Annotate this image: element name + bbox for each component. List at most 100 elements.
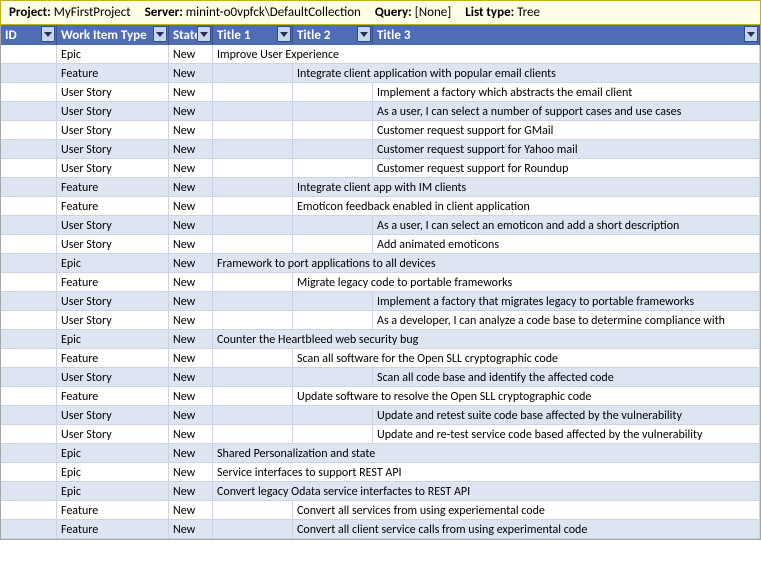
cell-id — [1, 159, 57, 178]
work-item-grid: ID Work Item Type State Title 1 Title 2 … — [0, 25, 761, 540]
cell-work-item-type: User Story — [57, 102, 169, 121]
header-t1-label: Title 1 — [217, 28, 250, 43]
cell-title-1 — [213, 406, 293, 425]
cell-work-item-type: Feature — [57, 520, 169, 539]
cell-state: New — [169, 330, 213, 349]
cell-id — [1, 425, 57, 444]
filter-icon[interactable] — [41, 26, 55, 42]
cell-work-item-type: Feature — [57, 387, 169, 406]
cell-state: New — [169, 425, 213, 444]
filter-icon[interactable] — [277, 26, 291, 42]
cell-title-3: Update and retest suite code base affect… — [373, 406, 760, 425]
cell-title-2: Convert all services from using experiem… — [293, 501, 760, 520]
cell-title-1 — [213, 292, 293, 311]
table-row[interactable]: FeatureNewIntegrate client app with IM c… — [1, 178, 760, 197]
table-row[interactable]: User StoryNewScan all code base and iden… — [1, 368, 760, 387]
header-id[interactable]: ID — [1, 25, 57, 45]
cell-work-item-type: Epic — [57, 444, 169, 463]
cell-id — [1, 83, 57, 102]
cell-state: New — [169, 273, 213, 292]
table-row[interactable]: FeatureNewScan all software for the Open… — [1, 349, 760, 368]
cell-title-1 — [213, 159, 293, 178]
table-row[interactable]: User StoryNewAs a user, I can select a n… — [1, 102, 760, 121]
table-row[interactable]: EpicNewFramework to port applications to… — [1, 254, 760, 273]
table-row[interactable]: User StoryNewAs a developer, I can analy… — [1, 311, 760, 330]
cell-title-2 — [293, 235, 373, 254]
cell-title-1 — [213, 197, 293, 216]
header-work-item-type[interactable]: Work Item Type — [57, 25, 169, 45]
header-t3-label: Title 3 — [377, 28, 410, 43]
project-group: Project: MyFirstProject — [9, 5, 131, 20]
cell-title-2 — [293, 368, 373, 387]
cell-id — [1, 216, 57, 235]
cell-title-3: Customer request support for GMail — [373, 121, 760, 140]
cell-title-3: As a user, I can select a number of supp… — [373, 102, 760, 121]
cell-title-1: Counter the Heartbleed web security bug — [213, 330, 760, 349]
cell-title-1 — [213, 349, 293, 368]
table-row[interactable]: User StoryNewUpdate and retest suite cod… — [1, 406, 760, 425]
cell-id — [1, 197, 57, 216]
filter-icon[interactable] — [197, 26, 211, 42]
grid-header-row: ID Work Item Type State Title 1 Title 2 … — [1, 25, 760, 45]
table-row[interactable]: User StoryNewAdd animated emoticons — [1, 235, 760, 254]
cell-title-1 — [213, 425, 293, 444]
cell-id — [1, 482, 57, 501]
cell-id — [1, 45, 57, 64]
cell-work-item-type: Epic — [57, 482, 169, 501]
cell-id — [1, 64, 57, 83]
cell-id — [1, 501, 57, 520]
table-row[interactable]: User StoryNewCustomer request support fo… — [1, 140, 760, 159]
cell-work-item-type: User Story — [57, 311, 169, 330]
header-title-2[interactable]: Title 2 — [293, 25, 373, 45]
filter-icon[interactable] — [744, 26, 758, 42]
table-row[interactable]: FeatureNew Migrate legacy code to portabl… — [1, 273, 760, 292]
cell-id — [1, 102, 57, 121]
cell-state: New — [169, 64, 213, 83]
table-row[interactable]: EpicNewImprove User Experience — [1, 45, 760, 64]
table-row[interactable]: User StoryNewImplement a factory that mi… — [1, 292, 760, 311]
table-row[interactable]: EpicNewConvert legacy Odata service inte… — [1, 482, 760, 501]
cell-title-2 — [293, 102, 373, 121]
table-row[interactable]: User StoryNewCustomer request support fo… — [1, 159, 760, 178]
filter-icon[interactable] — [357, 26, 371, 42]
table-row[interactable]: FeatureNewEmoticon feedback enabled in c… — [1, 197, 760, 216]
cell-title-2 — [293, 121, 373, 140]
header-id-label: ID — [5, 28, 17, 43]
cell-title-2: Migrate legacy code to portable framewor… — [293, 273, 760, 292]
cell-title-3: Customer request support for Yahoo mail — [373, 140, 760, 159]
cell-title-2 — [293, 292, 373, 311]
cell-title-1 — [213, 216, 293, 235]
table-row[interactable]: User StoryNewImplement a factory which a… — [1, 83, 760, 102]
cell-title-1 — [213, 83, 293, 102]
filter-icon[interactable] — [153, 26, 167, 42]
table-row[interactable]: User StoryNewAs a user, I can select an … — [1, 216, 760, 235]
grid-body: EpicNewImprove User ExperienceFeatureNew… — [1, 45, 760, 539]
table-row[interactable]: User StoryNewUpdate and re-test service … — [1, 425, 760, 444]
cell-work-item-type: Feature — [57, 273, 169, 292]
header-title-3[interactable]: Title 3 — [373, 25, 760, 45]
cell-id — [1, 178, 57, 197]
cell-title-2: Update software to resolve the Open SLL … — [293, 387, 760, 406]
cell-work-item-type: Feature — [57, 64, 169, 83]
header-title-1[interactable]: Title 1 — [213, 25, 293, 45]
table-row[interactable]: FeatureNewIntegrate client application w… — [1, 64, 760, 83]
table-row[interactable]: EpicNewService interfaces to support RES… — [1, 463, 760, 482]
cell-id — [1, 520, 57, 539]
cell-state: New — [169, 45, 213, 64]
cell-title-1 — [213, 64, 293, 83]
table-row[interactable]: EpicNewShared Personalization and state — [1, 444, 760, 463]
table-row[interactable]: User StoryNewCustomer request support fo… — [1, 121, 760, 140]
table-row[interactable]: FeatureNewUpdate software to resolve the… — [1, 387, 760, 406]
listtype-value: Tree — [517, 5, 540, 20]
table-row[interactable]: FeatureNewConvert all services from usin… — [1, 501, 760, 520]
cell-work-item-type: User Story — [57, 216, 169, 235]
project-value: MyFirstProject — [54, 5, 131, 20]
cell-title-2 — [293, 83, 373, 102]
cell-title-3: Customer request support for Roundup — [373, 159, 760, 178]
table-row[interactable]: EpicNewCounter the Heartbleed web securi… — [1, 330, 760, 349]
cell-title-2 — [293, 159, 373, 178]
cell-id — [1, 311, 57, 330]
table-row[interactable]: FeatureNewConvert all client service cal… — [1, 520, 760, 539]
cell-title-3: As a user, I can select an emoticon and … — [373, 216, 760, 235]
header-state[interactable]: State — [169, 25, 213, 45]
